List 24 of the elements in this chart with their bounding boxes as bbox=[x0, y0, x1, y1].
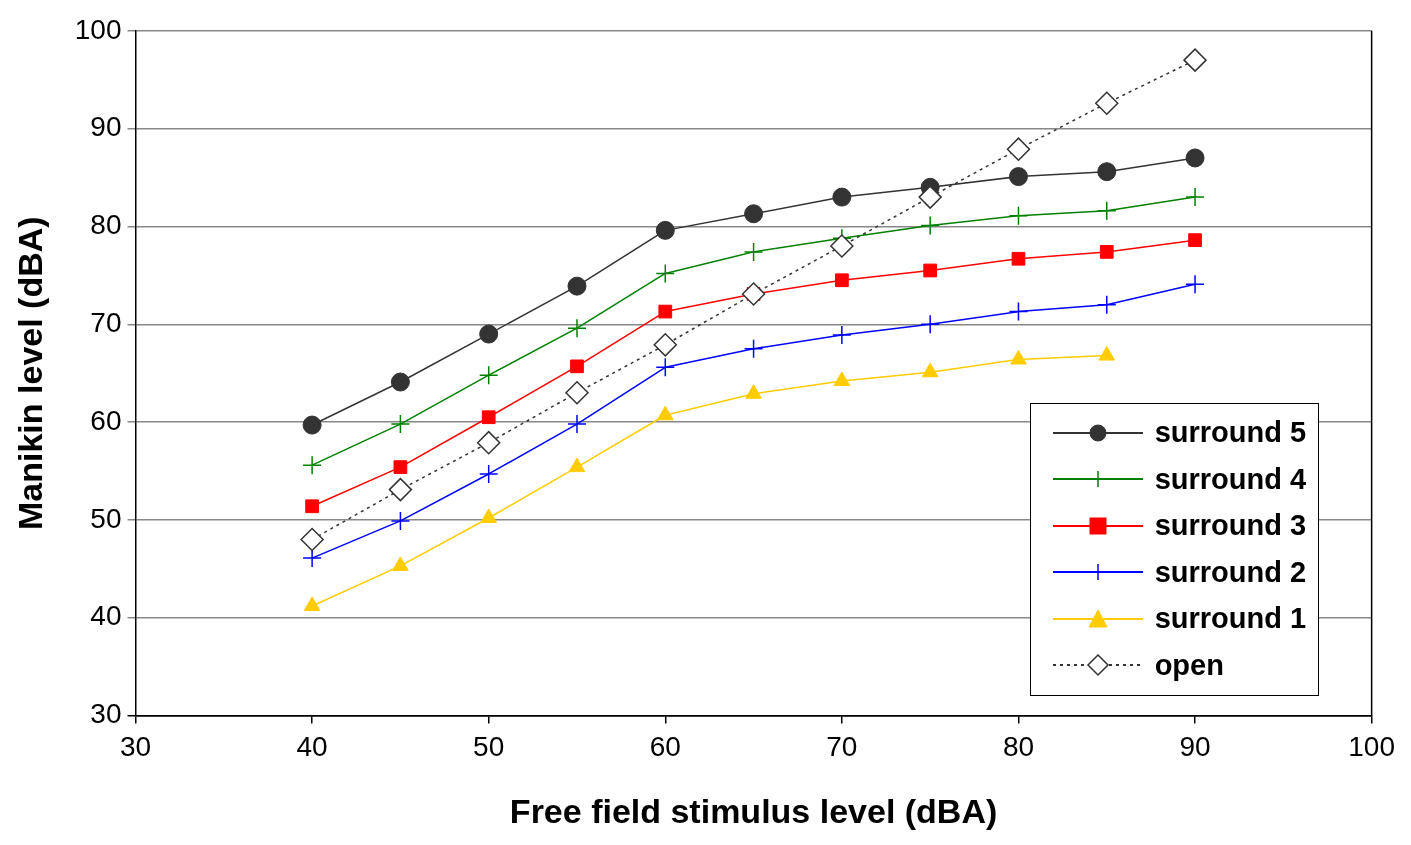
legend-label: surround 5 bbox=[1154, 416, 1307, 450]
x-tick-label: 60 bbox=[649, 731, 681, 763]
x-axis-title: Free field stimulus level (dBA) bbox=[509, 791, 998, 830]
x-tick-label: 30 bbox=[119, 731, 152, 763]
y-tick-label: 30 bbox=[90, 698, 122, 730]
y-tick-label: 40 bbox=[90, 600, 122, 632]
legend-label: surround 4 bbox=[1154, 462, 1307, 496]
y-tick-label: 50 bbox=[90, 502, 122, 534]
legend-label: open bbox=[1154, 648, 1224, 682]
y-tick-label: 80 bbox=[90, 209, 122, 241]
legend-label: surround 2 bbox=[1154, 555, 1307, 589]
y-tick-label: 100 bbox=[74, 13, 122, 45]
x-tick-label: 50 bbox=[473, 731, 505, 763]
y-axis-title: Manikin level (dBA) bbox=[10, 216, 49, 530]
x-tick-label: 70 bbox=[826, 731, 858, 763]
y-tick-label: 60 bbox=[90, 404, 122, 436]
legend-label: surround 1 bbox=[1154, 602, 1307, 636]
x-tick-label: 80 bbox=[1002, 731, 1035, 763]
x-tick-label: 90 bbox=[1179, 731, 1211, 763]
x-tick-label: 100 bbox=[1348, 731, 1395, 763]
y-tick-label: 70 bbox=[90, 307, 122, 338]
x-tick-label: 40 bbox=[296, 731, 328, 763]
legend-label: surround 3 bbox=[1154, 509, 1307, 543]
y-tick-label: 90 bbox=[90, 111, 122, 143]
